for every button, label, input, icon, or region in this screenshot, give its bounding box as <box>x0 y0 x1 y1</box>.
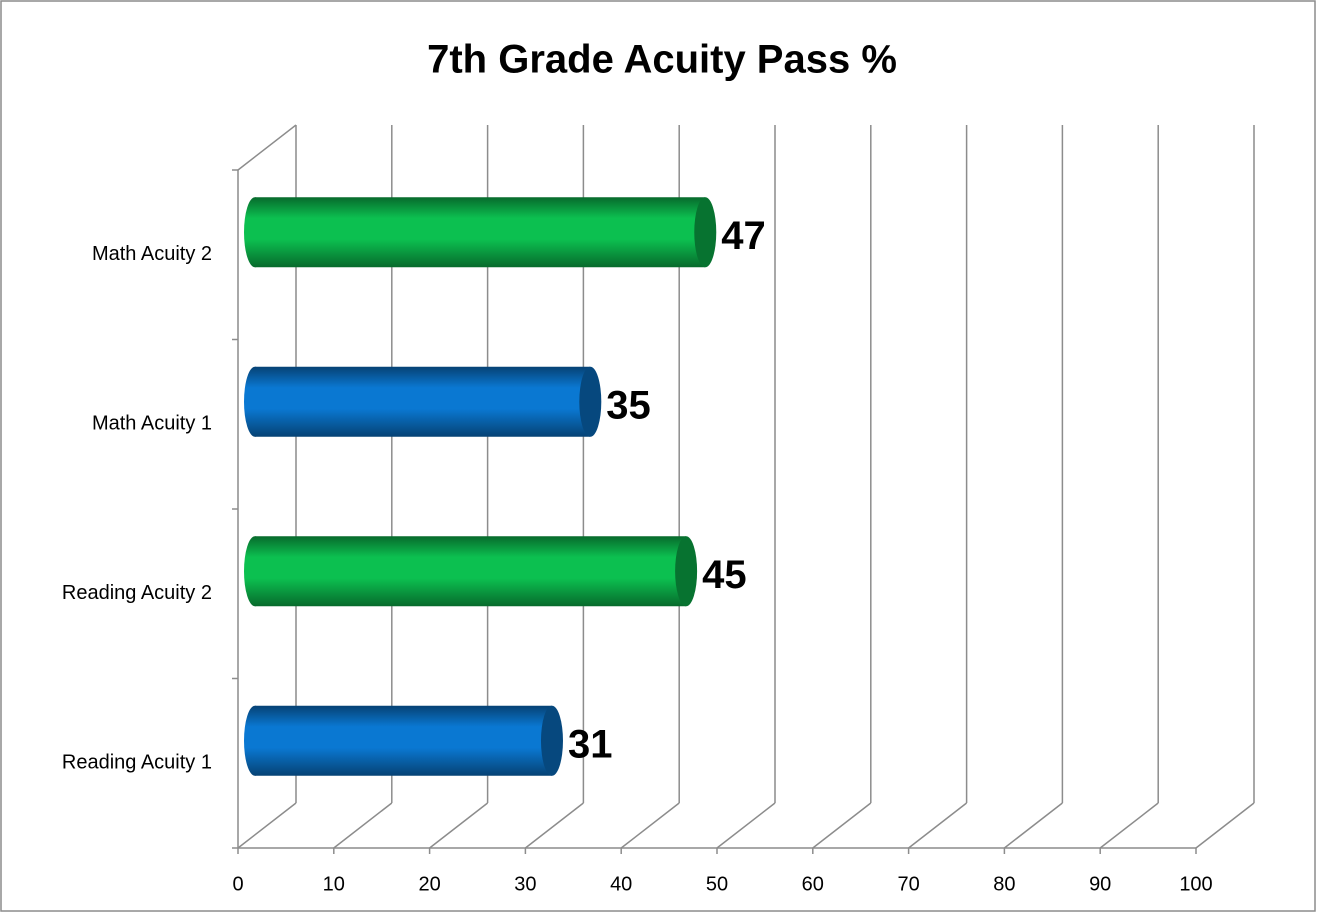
bar-cap <box>244 197 266 268</box>
data-label: 35 <box>606 383 651 427</box>
x-tick-label: 50 <box>706 873 728 895</box>
grid-line <box>620 802 680 849</box>
y-tick-label: Reading Acuity 2 <box>62 582 212 604</box>
y-tick-label: Math Acuity 2 <box>92 243 212 265</box>
x-tick-label: 90 <box>1089 873 1111 895</box>
x-tick-label: 80 <box>993 873 1015 895</box>
bar <box>244 197 717 268</box>
grid-line <box>429 802 489 849</box>
x-tick-label: 70 <box>897 873 919 895</box>
x-tick-label: 40 <box>610 873 632 895</box>
y-tick-label: Math Acuity 1 <box>92 413 212 435</box>
bar-body <box>255 366 591 437</box>
bar-body <box>255 705 552 776</box>
x-tick-label: 10 <box>323 873 345 895</box>
data-label: 45 <box>702 553 747 597</box>
bar-end <box>694 197 717 268</box>
grid-line <box>524 802 584 849</box>
x-tick-label: 60 <box>802 873 824 895</box>
y-tick-label: Reading Acuity 1 <box>62 752 212 774</box>
x-tick-label: 30 <box>514 873 536 895</box>
grid-line <box>333 802 393 849</box>
grid-line <box>716 802 776 849</box>
axis-line <box>237 124 297 171</box>
bar <box>244 366 602 437</box>
grid-line <box>812 802 872 849</box>
grid-line <box>908 802 968 849</box>
bar <box>244 536 698 607</box>
grid-line <box>1195 802 1255 849</box>
x-tick-label: 20 <box>418 873 440 895</box>
data-label: 47 <box>721 214 766 258</box>
grid-line <box>1003 802 1063 849</box>
bar-end <box>675 536 698 607</box>
bar-cap <box>244 705 266 776</box>
grid-line <box>1099 802 1159 849</box>
bar-cap <box>244 536 266 607</box>
x-tick-label: 0 <box>232 873 243 895</box>
bar-body <box>255 197 706 268</box>
bar <box>244 705 563 776</box>
bar-end <box>540 705 563 776</box>
x-tick-label: 100 <box>1179 873 1212 895</box>
chart-title: 7th Grade Acuity Pass % <box>427 38 897 82</box>
grid-line <box>237 802 297 849</box>
bar-body <box>255 536 687 607</box>
bar-end <box>579 366 602 437</box>
bar-cap <box>244 366 266 437</box>
data-label: 31 <box>568 722 613 766</box>
